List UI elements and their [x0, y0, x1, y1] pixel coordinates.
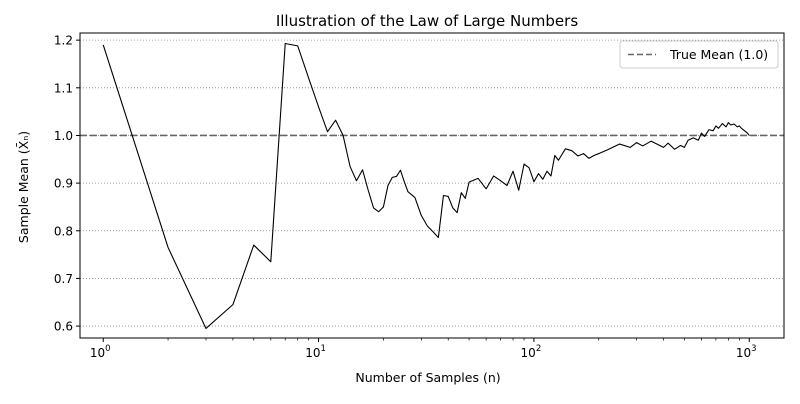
x-tick-base: 10 — [736, 346, 751, 360]
plot-frame — [79, 32, 785, 339]
x-tick-exponent: 1 — [321, 344, 326, 354]
y-tick-label: 1.2 — [54, 34, 73, 48]
x-axis: 100 101 102 103 — [90, 338, 757, 360]
x-tick-label: 100 — [90, 344, 111, 360]
series-layer — [102, 42, 750, 330]
x-tick-base: 10 — [521, 346, 536, 360]
y-tick-label: 0.6 — [54, 320, 73, 334]
x-tick-label: 101 — [305, 344, 326, 360]
legend: True Mean (1.0) — [619, 40, 779, 69]
y-tick-label: 0.8 — [54, 224, 73, 238]
x-axis-label: Number of Samples (n) — [355, 370, 500, 385]
y-tick-label: 0.9 — [54, 177, 73, 191]
y-tick-label: 1.1 — [54, 81, 73, 95]
x-tick-base: 10 — [90, 346, 105, 360]
x-tick-exponent: 2 — [536, 344, 541, 354]
sample-mean-series-line — [102, 42, 750, 330]
x-tick-exponent: 3 — [751, 344, 756, 354]
legend-label-true-mean: True Mean (1.0) — [669, 47, 768, 62]
x-tick-label: 102 — [521, 344, 542, 360]
x-tick-base: 10 — [305, 346, 320, 360]
y-axis: 0.6 0.7 0.8 0.9 1.0 1.1 1.2 — [54, 34, 80, 334]
legend-box — [619, 40, 779, 69]
y-axis-label: Sample Mean (X̄ₙ) — [16, 131, 31, 243]
y-tick-label: 0.7 — [54, 272, 73, 286]
chart-title: Illustration of the Law of Large Numbers — [276, 12, 578, 30]
x-tick-exponent: 0 — [105, 344, 110, 354]
y-tick-label: 1.0 — [54, 129, 73, 143]
x-tick-label: 103 — [736, 344, 757, 360]
